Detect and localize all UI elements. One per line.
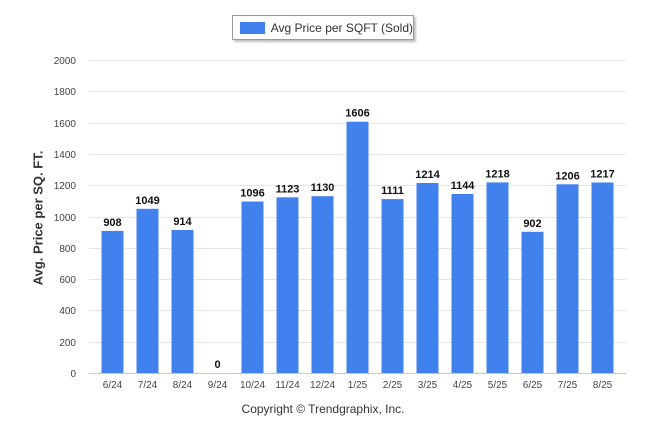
data-label: 1130 [311,182,335,194]
data-labels: 908 1049 914 0 1096 1123 1130 1606 1111 1214 1144 1… [103,108,614,371]
bar[interactable] [381,199,404,373]
bar[interactable] [101,230,124,373]
bar[interactable] [451,194,474,373]
bar[interactable] [136,208,159,373]
copyright-text: Copyright © Trendgraphix, Inc. [241,402,405,416]
x-tick-label: 10/24 [240,380,265,391]
data-label: 1144 [451,180,476,192]
data-label: 1218 [485,168,509,180]
y-axis-label: Avg. Price per SQ. FT. [30,150,46,286]
y-tick-label: 1800 [54,87,77,98]
y-tick-label: 800 [59,244,76,255]
y-axis-ticks: 0 200 400 600 800 1000 1200 1400 1600 1800 2000 [54,56,77,380]
bar[interactable] [486,182,509,373]
bar[interactable] [276,197,299,373]
legend-label: Avg Price per SQFT (Sold) [270,20,413,35]
x-tick-label: 3/25 [418,380,438,391]
data-label: 902 [523,218,541,230]
y-tick-label: 400 [59,306,76,317]
data-label: 0 [214,359,220,371]
data-label: 1606 [345,108,369,120]
data-label: 1049 [135,195,159,207]
x-tick-label: 5/25 [488,380,508,391]
x-tick-label: 7/24 [138,380,158,391]
x-tick-label: 1/25 [348,380,368,391]
x-axis-ticks: 6/24 7/24 8/24 9/24 10/24 11/24 12/24 1/25 2/25 3… [103,380,613,391]
x-tick-label: 4/25 [453,380,473,391]
data-label: 1214 [415,169,440,181]
data-label: 1206 [555,170,579,182]
data-label: 914 [173,216,192,228]
bar[interactable] [556,184,579,373]
x-tick-label: 7/25 [558,380,578,391]
x-tick-label: 2/25 [383,380,403,391]
data-label: 1123 [276,183,300,195]
bar[interactable] [346,121,369,373]
y-tick-label: 1200 [54,181,77,192]
y-tick-label: 1600 [54,119,77,130]
data-label: 1111 [381,185,404,197]
bar[interactable] [241,201,264,374]
bar[interactable] [521,231,544,373]
x-tick-label: 12/24 [310,380,335,391]
data-label: 1096 [240,188,264,200]
y-tick-label: 1400 [54,150,77,161]
y-tick-label: 600 [59,275,76,286]
bar[interactable] [416,183,439,373]
legend[interactable]: Avg Price per SQFT (Sold) [232,15,414,40]
x-tick-label: 6/25 [523,380,543,391]
bar[interactable] [591,182,614,374]
x-tick-label: 8/24 [173,380,193,391]
x-tick-label: 8/25 [593,380,613,391]
x-tick-label: 6/24 [103,380,123,391]
bar[interactable] [171,230,194,373]
x-tick-label: 9/24 [208,380,228,391]
x-tick-label: 11/24 [275,380,300,391]
y-tick-label: 1000 [54,213,77,224]
y-tick-label: 200 [59,338,76,349]
y-tick-label: 0 [70,369,76,380]
bars [101,121,614,374]
y-tick-label: 2000 [54,56,77,67]
bar[interactable] [311,196,334,373]
data-label: 1217 [590,169,614,181]
legend-swatch [240,21,265,34]
data-label: 908 [103,217,121,229]
